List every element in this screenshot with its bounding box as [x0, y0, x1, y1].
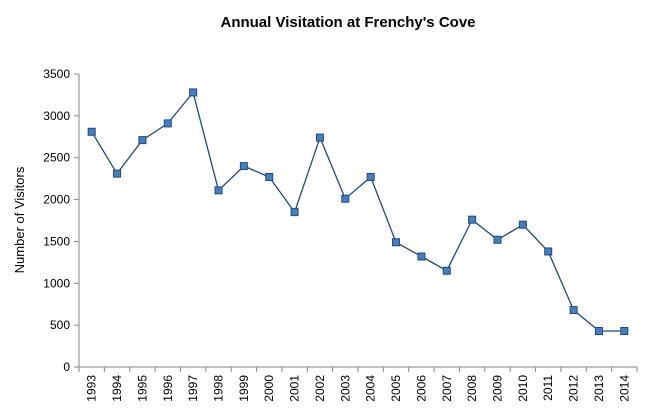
x-tick-label: 1993 [85, 375, 99, 402]
data-point [189, 88, 198, 97]
data-point [341, 194, 350, 203]
data-point [417, 252, 426, 261]
x-tick-label: 2010 [516, 375, 530, 402]
data-point [569, 306, 578, 315]
y-tick-label: 2500 [43, 151, 70, 165]
data-point [138, 136, 147, 145]
data-point [214, 186, 223, 195]
x-tick-label: 1994 [110, 375, 124, 402]
data-point [493, 235, 502, 244]
data-point [544, 247, 553, 256]
x-tick-label: 2012 [567, 375, 581, 402]
axes [78, 74, 637, 368]
x-tick-label: 2008 [465, 375, 479, 402]
x-tick-label: 2001 [288, 375, 302, 402]
x-tick-label: 2007 [440, 375, 454, 402]
y-tick-label: 1500 [43, 234, 70, 248]
x-tick-label: 2006 [414, 375, 428, 402]
y-tick-label: 3000 [43, 109, 70, 123]
data-point [265, 172, 274, 181]
y-tick-label: 500 [50, 318, 70, 332]
x-tick-label: 2002 [313, 375, 327, 402]
x-tick-label: 1997 [186, 375, 200, 402]
data-point [315, 133, 324, 142]
data-point [442, 266, 451, 275]
x-tick-label: 1998 [212, 375, 226, 402]
data-point [594, 327, 603, 336]
data-point [518, 220, 527, 229]
x-tick-label: 1996 [161, 375, 175, 402]
x-tick-label: 2000 [262, 375, 276, 402]
y-axis-label: Number of Visitors [12, 166, 27, 273]
x-ticks: 1993 1994 1995 1996 1997 1998 1999 2000 2001 2002… [78, 367, 638, 402]
x-tick-label: 2013 [592, 375, 606, 402]
data-point [163, 119, 172, 128]
x-tick-label: 2011 [541, 375, 555, 401]
y-tick-label: 2000 [43, 193, 70, 207]
x-tick-label: 2004 [364, 375, 378, 402]
x-tick-label: 1995 [135, 375, 149, 402]
x-tick-label: 2014 [617, 375, 631, 402]
x-tick-label: 2009 [491, 375, 505, 402]
data-point [392, 238, 401, 247]
data-point [87, 127, 96, 136]
data-point [239, 162, 248, 171]
x-tick-label: 2005 [389, 375, 403, 402]
data-point [468, 215, 477, 224]
y-tick-label: 0 [63, 360, 70, 374]
y-tick-label: 1000 [43, 276, 70, 290]
y-ticks: 0 500 1000 1500 2000 2500 3000 3500 [43, 67, 79, 374]
data-point [620, 327, 629, 336]
x-tick-label: 1999 [237, 375, 251, 402]
data-point [366, 172, 375, 181]
series-line [91, 90, 625, 332]
chart-title: Annual Visitation at Frenchy's Cove [220, 14, 475, 31]
y-tick-label: 3500 [43, 67, 70, 81]
data-point [113, 169, 122, 178]
data-point [290, 208, 299, 217]
x-tick-label: 2003 [338, 375, 352, 402]
series-group [87, 88, 629, 336]
